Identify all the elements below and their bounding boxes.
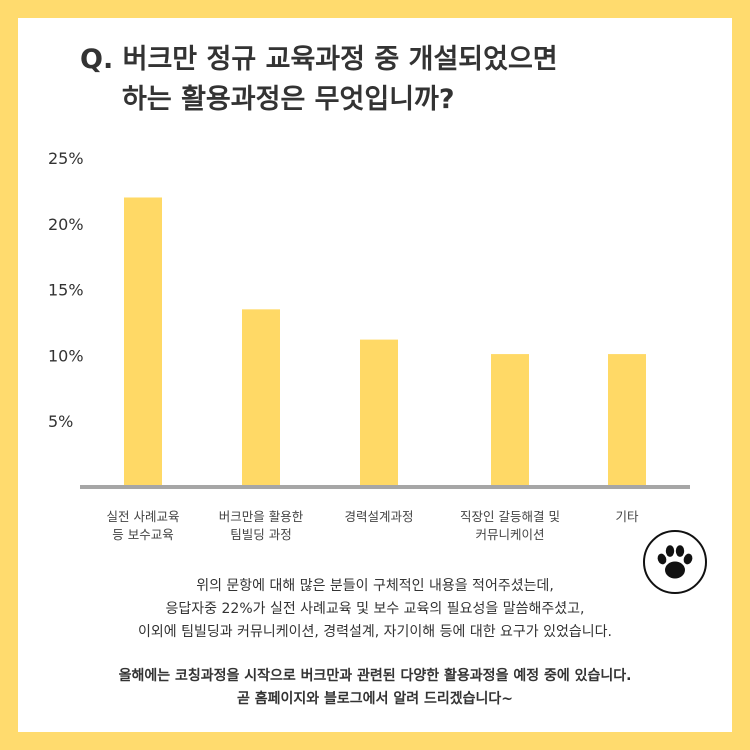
x-category-label: 팀빌딩 과정: [230, 527, 291, 542]
announcement-line-2: 곧 홈페이지와 블로그에서 알려 드리겠습니다~: [237, 691, 513, 707]
announcement-paragraph: 올해에는 코칭과정을 시작으로 버크만과 관련된 다양한 활용과정을 예정 중에…: [40, 665, 710, 711]
summary-paragraph: 위의 문항에 대해 많은 분들이 구체적인 내용을 적어주셨는데, 응답자중 2…: [40, 575, 710, 644]
x-category-label: 등 보수교육: [112, 527, 173, 542]
x-category-label: 커뮤니케이션: [475, 527, 544, 542]
y-tick-label: 15%: [48, 281, 84, 300]
bar: [360, 339, 398, 487]
paw-icon: [643, 530, 707, 594]
bar: [242, 309, 280, 487]
bar: [608, 354, 646, 487]
x-category-label: 버크만을 활용한: [219, 509, 304, 524]
y-tick-label: 20%: [48, 215, 84, 234]
announcement-line-1: 올해에는 코칭과정을 시작으로 버크만과 관련된 다양한 활용과정을 예정 중에…: [118, 668, 632, 684]
summary-line-2: 응답자중 22%가 실전 사례교육 및 보수 교육의 필요성을 말씀해주셨고,: [165, 601, 585, 617]
bar: [124, 197, 162, 488]
y-tick-label: 25%: [48, 149, 84, 168]
page-title: Q. 버크만 정규 교육과정 중 개설되었으면 하는 활용과정은 무엇입니까?: [80, 40, 680, 120]
x-category-label: 실전 사례교육: [107, 509, 180, 524]
x-category-label: 직장인 갈등해결 및: [460, 509, 560, 524]
summary-line-3: 이외에 팀빌딩과 커뮤니케이션, 경력설계, 자기이해 등에 대한 요구가 있었…: [138, 624, 612, 640]
x-category-label: 기타: [615, 509, 639, 524]
title-line-2: 하는 활용과정은 무엇입니까?: [122, 84, 455, 115]
summary-line-1: 위의 문항에 대해 많은 분들이 구체적인 내용을 적어주셨는데,: [196, 578, 554, 594]
bar: [491, 354, 529, 487]
x-category-label: 경력설계과정: [344, 509, 413, 524]
y-tick-label: 10%: [48, 346, 84, 365]
y-tick-label: 5%: [48, 412, 73, 431]
title-line-1: Q. 버크만 정규 교육과정 중 개설되었으면: [80, 44, 558, 75]
